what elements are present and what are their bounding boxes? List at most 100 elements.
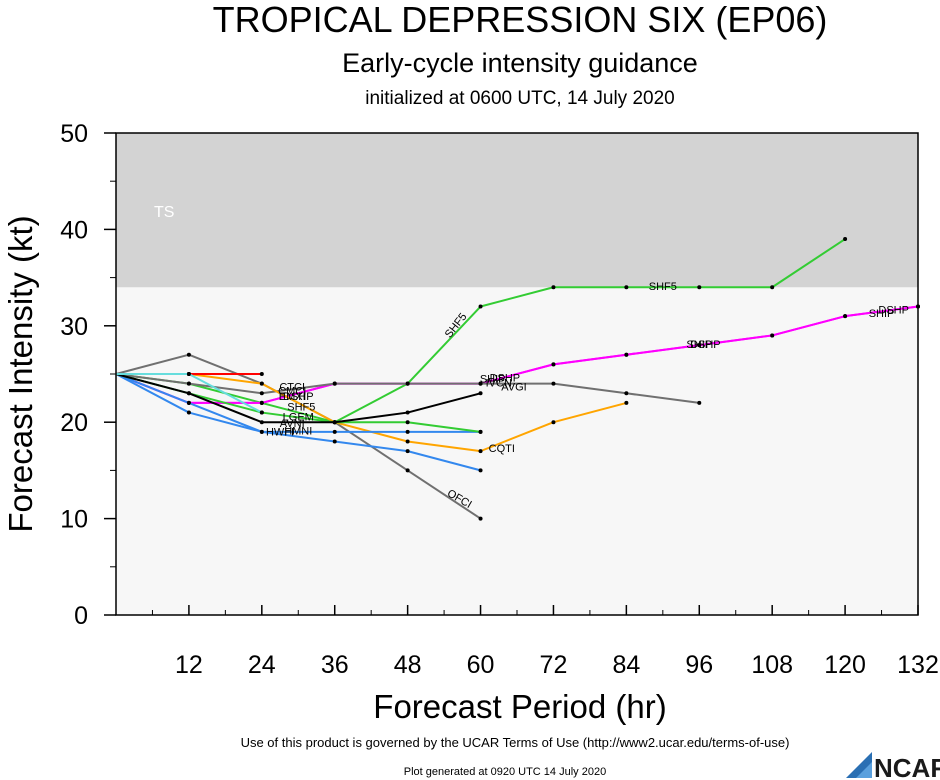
series-line-ship — [115, 305, 919, 404]
data-point-cqti-60 — [478, 449, 483, 454]
data-point-ivcn-60 — [478, 381, 483, 386]
data-point-ivcn-12 — [186, 381, 191, 386]
x-axis-title: Forecast Period (hr) — [373, 688, 666, 725]
series-label-avgi: AVGI — [501, 381, 526, 393]
data-point-avni-12 — [186, 391, 191, 396]
y-tick-label: 50 — [60, 120, 88, 148]
data-point-shf5-72 — [551, 285, 556, 290]
data-point-avni-24 — [259, 420, 264, 425]
data-point-ship-72 — [551, 362, 556, 367]
series-label-lgem: LGEM — [283, 411, 314, 423]
data-point-hmni-36 — [332, 429, 337, 434]
series-label-ship: SHIP — [686, 339, 712, 351]
data-point-hwfi-48 — [405, 449, 410, 454]
y-tick-label: 10 — [60, 506, 88, 534]
data-point-hmni-48 — [405, 429, 410, 434]
x-tick-label: 60 — [467, 651, 495, 679]
y-tick-label: 0 — [74, 602, 88, 630]
series-label-emxi: EMXI — [279, 391, 306, 403]
series-label-dshp: DSHP — [878, 304, 909, 316]
series-label-ivcn: IVCN — [486, 378, 512, 390]
data-point-avni-36 — [332, 420, 337, 425]
terms-of-use: Use of this product is governed by the U… — [241, 735, 790, 750]
data-point-ship-84 — [624, 352, 629, 357]
data-point-lgem-60 — [478, 429, 483, 434]
series-label-ship: SHIP — [869, 308, 895, 320]
series-label-cmci: CMCI — [278, 385, 306, 397]
y-tick-label: 30 — [60, 313, 88, 341]
data-point-shf5-96 — [697, 285, 702, 290]
intensity-bands: TS — [116, 133, 918, 288]
x-tick-label: 12 — [175, 651, 203, 679]
series-label-ctci: CTCI — [279, 381, 305, 393]
chart-init-time: initialized at 0600 UTC, 14 July 2020 — [365, 88, 674, 109]
data-point-hwfi-36 — [332, 439, 337, 444]
band-label-ts: TS — [154, 204, 174, 221]
data-point-hmni-24 — [259, 429, 264, 434]
data-point-shf5-120 — [843, 237, 848, 242]
data-point-shf5-108 — [770, 285, 775, 290]
y-tick-label: 20 — [60, 409, 88, 437]
y-tick-label: 40 — [60, 216, 88, 244]
x-tick-label: 36 — [321, 651, 349, 679]
series-line-hwfi — [115, 373, 481, 472]
chart-subtitle: Early-cycle intensity guidance — [342, 48, 698, 78]
data-point-ofci-48 — [405, 468, 410, 473]
series-label-shf5: SHF5 — [649, 281, 677, 293]
series-lines — [115, 237, 920, 521]
data-point-cqti-72 — [551, 420, 556, 425]
chart-title: TROPICAL DEPRESSION SIX (EP06) — [213, 0, 828, 40]
data-point-ship-120 — [843, 314, 848, 319]
data-point-avni-48 — [405, 410, 410, 415]
x-tick-label: 24 — [248, 651, 276, 679]
series-label-ship: SHIP — [480, 374, 506, 386]
y-axis-title: Forecast Intensity (kt) — [2, 215, 39, 532]
x-tick-label: 84 — [612, 651, 640, 679]
data-point-cqti-24 — [259, 381, 264, 386]
data-point-cqti-48 — [405, 439, 410, 444]
data-point-ivcn-84 — [624, 391, 629, 396]
series-line-avni — [115, 373, 481, 424]
series-line-hmni — [115, 373, 481, 433]
data-point-hwfi-60 — [478, 468, 483, 473]
data-point-ship-96 — [697, 343, 702, 348]
data-point-lgem-48 — [405, 420, 410, 425]
series-label-hwfi: HWFI — [266, 427, 294, 439]
x-tick-label: 132 — [897, 651, 939, 679]
data-point-hwfi-12 — [186, 400, 191, 405]
series-label-dshp: DSHP — [490, 373, 521, 385]
data-point-emxi-12 — [186, 372, 191, 376]
data-point-ofci-60 — [478, 516, 483, 521]
plot-generated: Plot generated at 0920 UTC 14 July 2020 — [404, 766, 606, 778]
data-point-ivcn-96 — [697, 400, 702, 405]
data-point-ivcn-36 — [332, 381, 337, 386]
band-ts — [116, 133, 918, 288]
x-tick-label: 96 — [685, 651, 713, 679]
data-point-ivcn-48 — [405, 381, 410, 386]
data-point-shf5-84 — [624, 285, 629, 290]
data-point-ivcn-24 — [259, 391, 264, 396]
data-point-ctci-24 — [259, 372, 264, 376]
data-point-ivcn-72 — [551, 381, 556, 386]
data-point-ship-24 — [259, 400, 264, 405]
x-tick-label: 120 — [824, 651, 866, 679]
series-label-dshp: DSHP — [283, 391, 314, 403]
data-point-ship-108 — [770, 333, 775, 338]
series-label-shf5: SHF5 — [287, 402, 315, 414]
axis-ticks: 12 24 36 48 60 72 84 96 108 120 132 0 10 20 30 40 50 — [60, 120, 939, 679]
data-point-shf5-60 — [478, 304, 483, 309]
data-point-ofci-12 — [186, 352, 191, 357]
series-label-avni: AVNI — [280, 418, 305, 430]
data-point-avni-60 — [478, 391, 483, 396]
series-label-hmni: HMNI — [284, 426, 312, 438]
data-point-hmni-12 — [186, 410, 191, 415]
ncar-logo: NCAR — [846, 752, 940, 780]
x-tick-label: 48 — [394, 651, 422, 679]
series-label-dshp: DSHP — [690, 339, 721, 351]
ncar-logo-text: NCAR — [874, 753, 940, 780]
series-label-cqti: CQTI — [489, 443, 515, 455]
data-point-cqti-84 — [624, 400, 629, 405]
data-point-emxi-24 — [259, 410, 264, 415]
x-tick-label: 108 — [751, 651, 793, 679]
